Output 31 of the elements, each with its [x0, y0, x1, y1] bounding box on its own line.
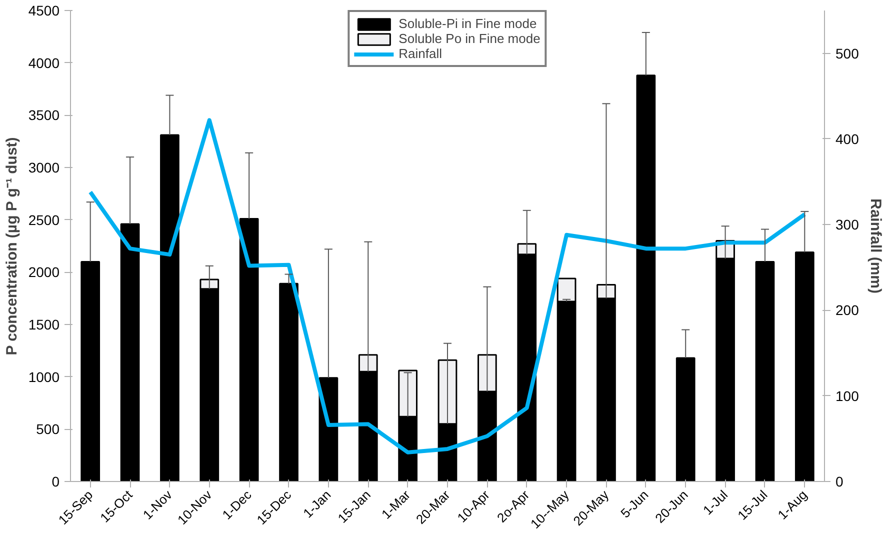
y-tick-label: 500	[36, 421, 60, 438]
bar	[279, 282, 298, 482]
y2-tick-label: 500	[836, 45, 860, 62]
y2-tick-label: 200	[836, 302, 860, 318]
legend-label: Soluble Po in Fine mode	[398, 31, 540, 46]
bar	[160, 134, 180, 482]
bar	[794, 252, 814, 482]
y-tick-label: 1500	[28, 316, 60, 332]
y2-tick-label: 0	[836, 474, 844, 490]
y-tick-label: 0	[52, 474, 60, 490]
line-series	[88, 118, 807, 454]
bar	[120, 223, 140, 482]
y-tick-label: 4000	[28, 54, 60, 71]
bar	[755, 260, 775, 482]
y-tick-label: 3500	[28, 107, 60, 124]
y2-tick-label: 400	[836, 130, 860, 147]
y2-axis-title: Rainfall (mm)	[866, 198, 884, 294]
y2-tick-label: 100	[836, 388, 860, 404]
y2-tick-label: 300	[836, 216, 860, 233]
y-tick-label: 2000	[28, 264, 60, 280]
y-tick-label: 2500	[28, 212, 60, 228]
bar	[676, 357, 696, 482]
bar	[636, 74, 656, 482]
bar	[239, 218, 259, 482]
bar	[80, 260, 100, 482]
y-tick-label: 4500	[28, 2, 60, 18]
legend-label: Rainfall	[398, 46, 442, 61]
legend-label: Soluble-Pi in Fine mode	[398, 16, 537, 31]
y-tick-label: 1000	[28, 368, 60, 385]
y-axis-title: P concentration (µg P g⁻¹ dust)	[3, 137, 20, 356]
y-tick-label: 3000	[28, 160, 60, 176]
